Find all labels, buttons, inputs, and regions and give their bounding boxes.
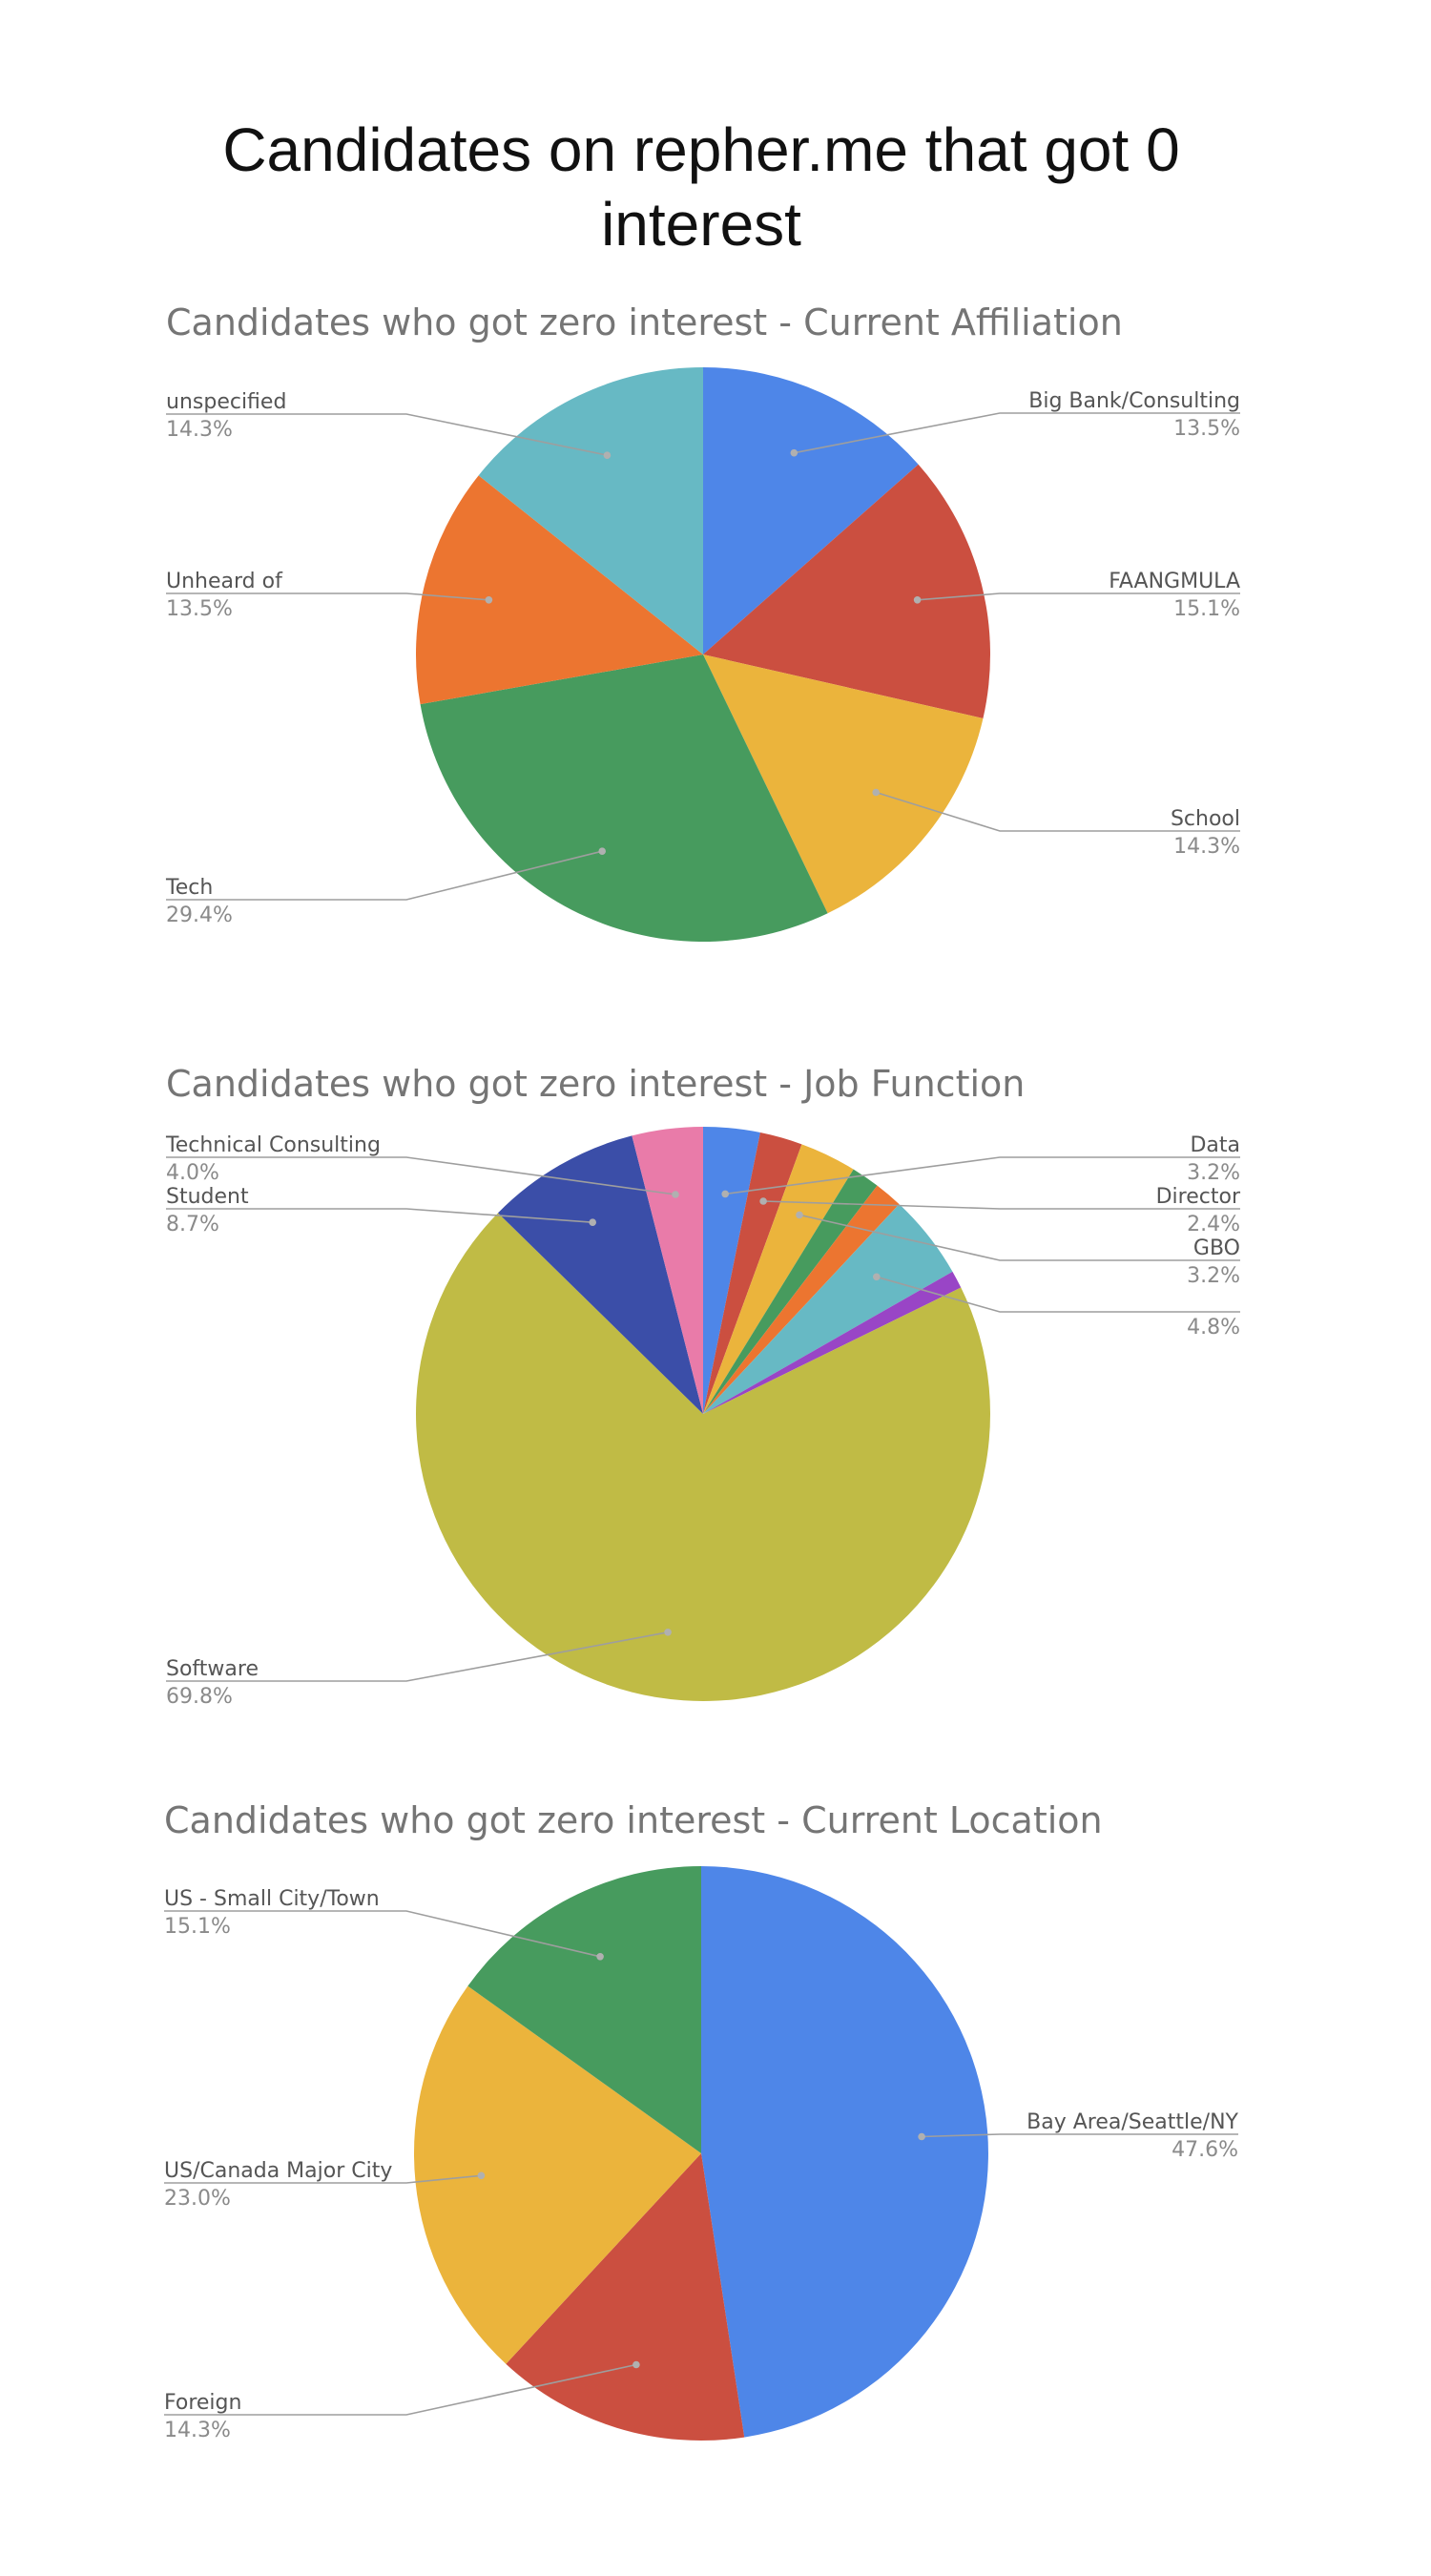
pie-slice-slice — [703, 1204, 953, 1414]
leader-line-student — [166, 1208, 593, 1223]
pie-slice-product — [703, 1271, 962, 1414]
slice-label-software: Software — [166, 1657, 259, 1681]
pie-slice-us-canada-major-city — [413, 1985, 701, 2364]
leader-line-us-small-city-town — [164, 1910, 601, 1958]
pie-slice-data — [703, 1127, 760, 1414]
pie-slice-unheard-of — [415, 475, 703, 705]
leader-dot-unspecified — [603, 451, 612, 460]
leader-line-faangmula — [917, 592, 1240, 601]
pie-chart-job-function: Candidates who got zero interest - Job F… — [165, 1063, 1241, 1709]
leader-line-bay-area-seattle-ny — [922, 2133, 1238, 2138]
slice-label-bay-area-seattle-ny: Bay Area/Seattle/NY — [1027, 2110, 1238, 2134]
leader-dot-school — [872, 788, 880, 797]
pie-chart-current-affiliation: Candidates who got zero interest - Curre… — [165, 301, 1240, 943]
pie-slice-tech — [420, 654, 828, 943]
slice-percent-us-canada-major-city: 23.0% — [164, 2187, 231, 2211]
leader-line-unspecified — [166, 413, 608, 456]
slice-label-foreign: Foreign — [164, 2391, 241, 2415]
leader-line-slice — [876, 1276, 1240, 1313]
slice-label-student: Student — [166, 1185, 249, 1209]
pie-slice-faangmula — [703, 464, 990, 718]
slice-percent-faangmula: 15.1% — [1173, 597, 1240, 621]
leader-dot-unheard-of — [485, 596, 493, 604]
leader-dot-us-small-city-town — [596, 1953, 604, 1961]
slice-label-tech: Tech — [165, 876, 213, 900]
slice-percent-director: 2.4% — [1187, 1213, 1240, 1236]
slice-label-us-canada-major-city: US/Canada Major City — [164, 2159, 392, 2183]
pie-slice-director — [703, 1132, 802, 1414]
leader-line-school — [875, 791, 1240, 832]
slice-percent-tech: 29.4% — [166, 904, 233, 927]
pie-slice-slice — [703, 1185, 900, 1414]
slice-label-faangmula: FAANGMULA — [1109, 570, 1240, 593]
leader-line-unheard-of — [166, 592, 489, 601]
leader-line-data — [725, 1156, 1240, 1195]
slice-label-data: Data — [1190, 1133, 1240, 1157]
slice-percent-technical-consulting: 4.0% — [166, 1161, 219, 1185]
leader-line-technical-consulting — [166, 1156, 676, 1195]
slice-percent-data: 3.2% — [1187, 1161, 1240, 1185]
leader-dot-faangmula — [913, 596, 922, 604]
pie-slice-software — [416, 1213, 991, 1702]
slice-percent-school: 14.3% — [1173, 835, 1240, 859]
pie-slice-slice — [703, 1169, 878, 1414]
slice-label-technical-consulting: Technical Consulting — [165, 1133, 381, 1157]
chart-title-current-location: Candidates who got zero interest - Curre… — [164, 1799, 1103, 1841]
leader-dot-software — [664, 1629, 672, 1636]
leader-dot-director — [759, 1197, 767, 1205]
leader-line-us-canada-major-city — [164, 2174, 482, 2184]
slice-percent-us-small-city-town: 15.1% — [164, 1915, 231, 1939]
slice-label-us-small-city-town: US - Small City/Town — [164, 1887, 380, 1911]
slice-label-unspecified: unspecified — [166, 390, 286, 414]
leader-line-director — [763, 1200, 1240, 1210]
pie-slice-unspecified — [478, 367, 703, 654]
pie-slice-us-small-city-town — [467, 1866, 701, 2153]
pie-slice-student — [498, 1135, 703, 1414]
slice-percent-unspecified: 14.3% — [166, 418, 233, 442]
slice-percent-unheard-of: 13.5% — [166, 597, 233, 621]
leader-dot-technical-consulting — [672, 1191, 679, 1198]
leader-dot-slice — [873, 1273, 881, 1281]
leader-dot-data — [721, 1190, 729, 1198]
leader-dot-gbo — [796, 1211, 803, 1219]
leader-line-big-bank-consulting — [794, 412, 1240, 454]
leader-dot-us-canada-major-city — [477, 2171, 486, 2180]
pie-chart-current-location: Candidates who got zero interest - Curre… — [164, 1799, 1239, 2442]
slice-percent-slice: 4.8% — [1187, 1316, 1240, 1340]
leader-line-tech — [166, 850, 603, 901]
pie-slice-technical-consulting — [632, 1127, 703, 1414]
slice-percent-software: 69.8% — [166, 1685, 233, 1709]
slice-label-unheard-of: Unheard of — [166, 570, 283, 593]
leader-line-foreign — [164, 2363, 637, 2416]
leader-line-gbo — [798, 1214, 1240, 1261]
leader-dot-tech — [598, 847, 606, 855]
leader-dot-bay-area-seattle-ny — [918, 2132, 925, 2141]
leader-dot-foreign — [633, 2360, 640, 2369]
slice-percent-foreign: 14.3% — [164, 2419, 231, 2442]
leader-line-software — [166, 1631, 669, 1682]
slice-label-director: Director — [1156, 1185, 1241, 1209]
slice-percent-bay-area-seattle-ny: 47.6% — [1172, 2138, 1238, 2162]
pie-slice-school — [703, 654, 984, 914]
slice-label-school: School — [1171, 807, 1240, 831]
pie-slice-gbo — [703, 1144, 854, 1414]
pie-slice-foreign — [506, 2153, 745, 2441]
pie-slice-bay-area-seattle-ny — [701, 1866, 988, 2438]
leader-dot-big-bank-consulting — [790, 448, 798, 457]
chart-title-current-affiliation: Candidates who got zero interest - Curre… — [166, 301, 1123, 343]
slice-percent-student: 8.7% — [166, 1213, 219, 1236]
slice-label-gbo: GBO — [1193, 1236, 1240, 1260]
slice-percent-gbo: 3.2% — [1187, 1264, 1240, 1288]
leader-dot-student — [589, 1218, 596, 1226]
slice-label-big-bank-consulting: Big Bank/Consulting — [1028, 389, 1240, 413]
page-title: Candidates on repher.me that got 0 inter… — [222, 115, 1180, 259]
slice-percent-big-bank-consulting: 13.5% — [1173, 417, 1240, 441]
chart-title-job-function: Candidates who got zero interest - Job F… — [166, 1063, 1025, 1105]
